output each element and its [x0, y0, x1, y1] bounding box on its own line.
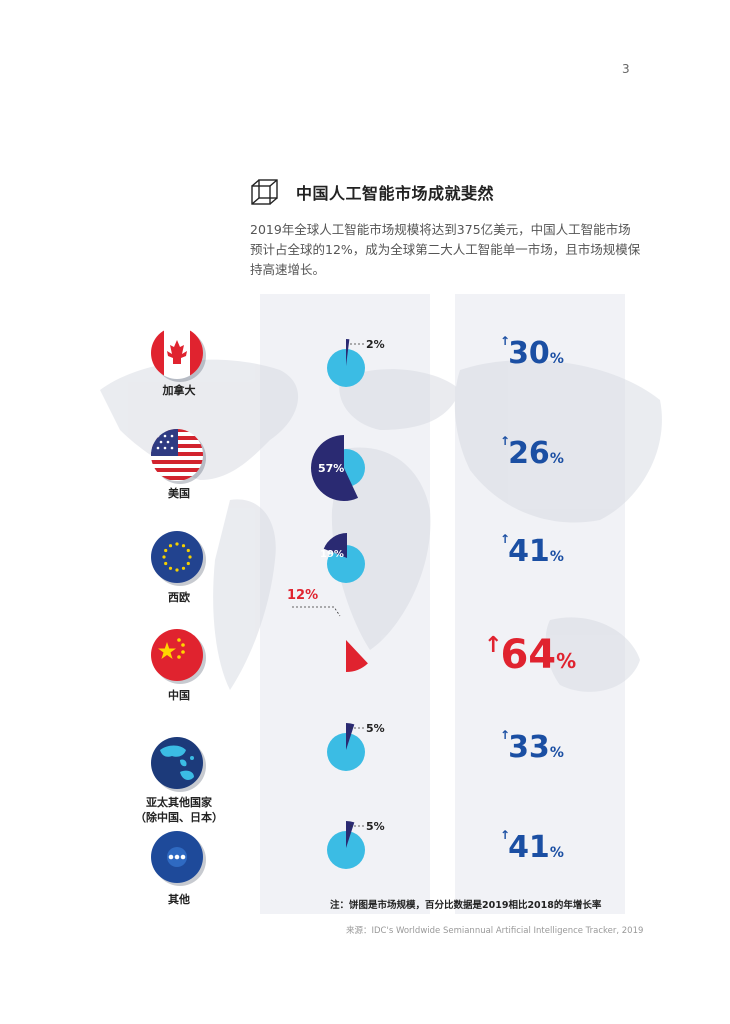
- pie-label-4: 5%: [366, 722, 385, 735]
- asia-pacific-globe-icon: [151, 737, 206, 792]
- region-label-other: 其他: [168, 893, 190, 906]
- pie-label-0: 2%: [366, 338, 385, 351]
- canada-flag-icon: [151, 327, 206, 382]
- region-label-canada: 加拿大: [162, 384, 196, 397]
- growth-unit: %: [549, 351, 564, 367]
- pie-label-1: 57%: [318, 462, 344, 475]
- growth-apac: ↑33%: [500, 728, 564, 765]
- source-citation: 来源：IDC's Worldwide Semiannual Artificial…: [346, 926, 644, 936]
- up-arrow-icon: ↑: [500, 532, 511, 546]
- growth-value: 64: [500, 632, 557, 678]
- growth-unit: %: [549, 845, 564, 861]
- more-dots-icon: [151, 831, 206, 886]
- pie-slice-0: [346, 339, 350, 366]
- growth-canada: ↑30%: [500, 334, 564, 371]
- region-label-western-europe: 西欧: [168, 591, 190, 604]
- pie-slice-4: [346, 723, 355, 750]
- up-arrow-icon: ↑: [500, 434, 511, 448]
- up-arrow-icon: ↑: [484, 633, 503, 658]
- pie-label-2: 19%: [320, 549, 344, 560]
- pie-base-0: [327, 349, 365, 387]
- chart-note: 注：饼图是市场规模，百分比数据是2019相比2018的年增长率: [330, 900, 602, 911]
- region-label-apac: 亚太其他国家: [146, 796, 212, 809]
- growth-unit: %: [549, 451, 564, 467]
- cube-icon: [251, 179, 278, 205]
- page-title: 中国人工智能市场成就斐然: [296, 184, 495, 203]
- growth-other: ↑41%: [500, 828, 564, 865]
- growth-usa: ↑26%: [500, 434, 564, 471]
- up-arrow-icon: ↑: [500, 828, 511, 842]
- region-label-apac-note: （除中国、日本）: [135, 811, 223, 824]
- growth-unit: %: [556, 649, 577, 673]
- growth-value: 33: [508, 730, 550, 765]
- pie-label-china: 12%: [287, 588, 318, 603]
- pie-slice-1: [311, 435, 359, 501]
- leader-line: [292, 606, 341, 617]
- region-label-china: 中国: [168, 689, 190, 702]
- region-label-usa: 美国: [168, 487, 190, 500]
- pie-base-2: [327, 545, 365, 583]
- growth-china: ↑64%: [484, 632, 576, 678]
- growth-unit: %: [549, 549, 564, 565]
- intro-paragraph: 2019年全球人工智能市场规模将达到375亿美元，中国人工智能市场预计占全球的1…: [250, 222, 641, 277]
- pie-slice-2: [323, 533, 347, 558]
- growth-value: 41: [508, 534, 550, 569]
- pie-slice-5: [346, 821, 355, 848]
- pie-charts: 2% 57% 19% 12% 5% 5%: [287, 338, 385, 869]
- growth-value: 41: [508, 830, 550, 865]
- growth-value: 26: [508, 436, 550, 471]
- china-flag-icon: [151, 629, 206, 684]
- pie-base-5: [327, 831, 365, 869]
- growth-unit: %: [549, 745, 564, 761]
- up-arrow-icon: ↑: [500, 334, 511, 348]
- growth-value: 30: [508, 336, 550, 371]
- pie-label-5: 5%: [366, 820, 385, 833]
- up-arrow-icon: ↑: [500, 728, 511, 742]
- page-number: 3: [622, 62, 630, 76]
- growth-western-europe: ↑41%: [500, 532, 564, 569]
- pie-base-4: [327, 733, 365, 771]
- usa-flag-icon: [151, 429, 206, 484]
- eu-flag-icon: [151, 531, 206, 586]
- pie-slice-china: [346, 640, 368, 672]
